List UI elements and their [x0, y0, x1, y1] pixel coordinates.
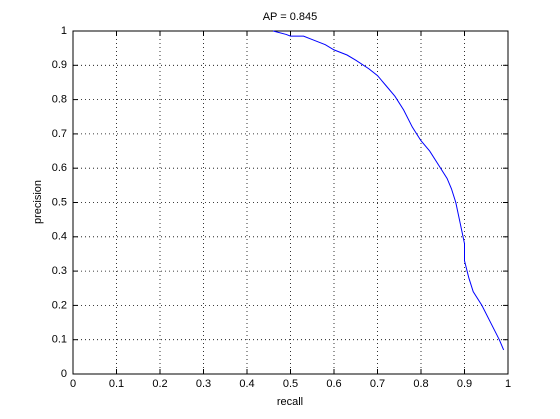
x-tick-label: 0.6	[326, 378, 341, 390]
y-tick-label: 0.5	[52, 196, 67, 208]
y-axis-label: precision	[32, 180, 44, 224]
x-tick-label: 1	[505, 378, 511, 390]
y-tick-label: 0.4	[52, 231, 67, 243]
chart-title: AP = 0.845	[263, 11, 318, 23]
y-tick-label: 0.2	[52, 299, 67, 311]
plot-frame	[72, 30, 509, 375]
x-tick-label: 0.9	[457, 378, 472, 390]
x-tick-label: 0.8	[413, 378, 428, 390]
y-tick-label: 0.1	[52, 334, 67, 346]
y-tick-label: 0.3	[52, 265, 67, 277]
x-tick-label: 0	[70, 378, 76, 390]
y-tick-label: 0.7	[52, 128, 67, 140]
x-tick-label: 0.3	[196, 378, 211, 390]
x-tick-label: 0.5	[283, 378, 298, 390]
y-tick-label: 0.6	[52, 162, 67, 174]
y-tick-label: 0.9	[52, 59, 67, 71]
x-axis-label: recall	[277, 396, 303, 408]
x-tick-label: 0.2	[152, 378, 167, 390]
x-tick-label: 0.7	[370, 378, 385, 390]
x-tick-label: 0.4	[239, 378, 254, 390]
y-tick-label: 0	[61, 368, 67, 380]
y-tick-label: 0.8	[52, 94, 67, 106]
x-tick-label: 0.1	[109, 378, 124, 390]
curve	[272, 30, 505, 351]
y-tick-label: 1	[61, 25, 67, 37]
